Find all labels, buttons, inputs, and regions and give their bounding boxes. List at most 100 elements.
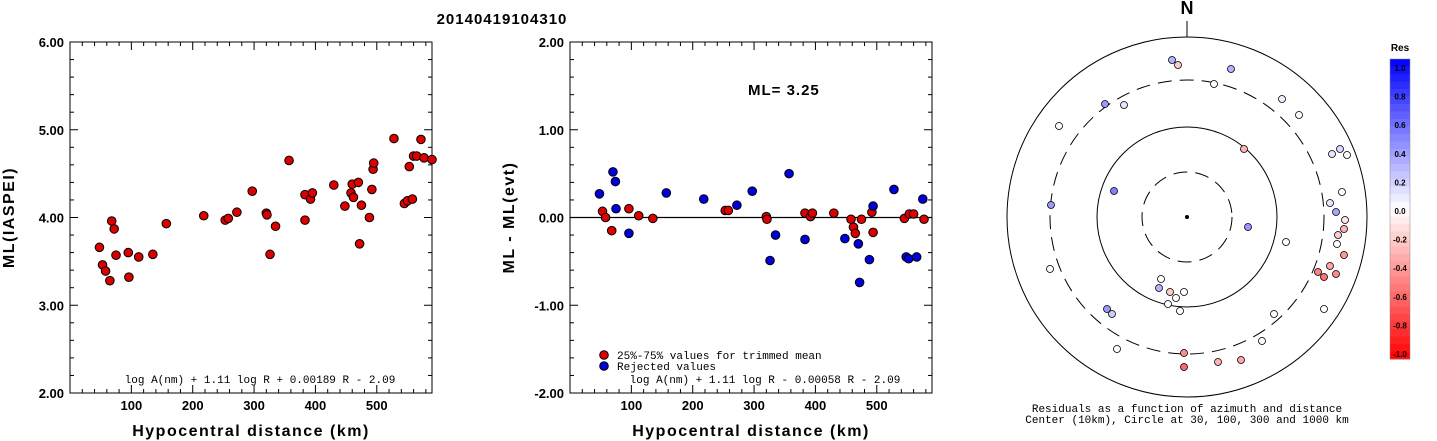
colorbar-segment — [1390, 104, 1410, 112]
station-point — [1340, 251, 1348, 259]
station-point — [1047, 201, 1055, 209]
station-point — [1120, 101, 1128, 109]
colorbar-tick-label: -0.8 — [1393, 321, 1407, 330]
colorbar-segment — [1390, 231, 1410, 240]
colorbar-segment — [1390, 276, 1410, 285]
rejected-point — [784, 168, 794, 179]
colorbar-segment — [1390, 291, 1410, 300]
y-tick-label: 4.00 — [39, 211, 64, 226]
colorbar-segment — [1390, 261, 1410, 270]
data-point — [100, 266, 111, 276]
colorbar-segment — [1390, 321, 1410, 330]
colorbar-segment — [1390, 306, 1410, 315]
station-point — [1214, 358, 1222, 366]
data-point — [416, 134, 426, 145]
colorbar-segment — [1390, 299, 1410, 307]
rejected-point — [594, 189, 605, 199]
data-point — [109, 224, 119, 234]
colorbar-segment — [1390, 89, 1410, 97]
x-tick-label: 100 — [621, 398, 643, 413]
y-tick-label: 2.00 — [539, 35, 564, 50]
y-tick-label: -1.00 — [534, 298, 564, 313]
data-point — [232, 207, 242, 218]
station-point — [1343, 151, 1351, 159]
data-point — [356, 200, 367, 211]
x-tick-label: 500 — [866, 398, 888, 413]
data-point — [105, 275, 115, 286]
epicenter-marker — [1185, 215, 1189, 219]
colorbar-tick-label: -0.6 — [1393, 293, 1407, 302]
station-point — [1326, 199, 1334, 207]
station-point — [1282, 238, 1290, 246]
station-point — [1320, 305, 1328, 313]
station-point — [1295, 111, 1303, 119]
colorbar-segment — [1390, 156, 1410, 165]
station-point — [1108, 310, 1116, 318]
station-point — [1166, 288, 1174, 296]
colorbar-segment — [1390, 344, 1410, 352]
data-point — [161, 218, 172, 229]
rejected-point — [868, 201, 878, 211]
rejected-point — [903, 253, 914, 264]
legend-label: 25%-75% values for trimmed mean — [617, 351, 822, 363]
station-point — [1168, 56, 1176, 64]
data-point — [133, 252, 144, 262]
data-point — [723, 205, 734, 216]
colorbar-segment — [1390, 111, 1410, 120]
colorbar-segment — [1390, 119, 1410, 127]
y-tick-label: -2.00 — [534, 386, 564, 401]
north-label: N — [1181, 0, 1194, 18]
y-axis-label: ML - ML(evt) — [501, 162, 518, 274]
data-point — [340, 201, 350, 211]
station-point — [1046, 265, 1054, 273]
data-point — [247, 186, 258, 196]
data-point — [307, 188, 318, 198]
distance-ring-100km — [1096, 126, 1278, 308]
data-point — [633, 210, 644, 221]
colorbar-segment — [1390, 246, 1410, 255]
caption-line-2: Center (10km), Circle at 30, 100, 300 an… — [1025, 415, 1349, 427]
colorbar-segment — [1390, 171, 1410, 180]
colorbar-tick-label: 0.6 — [1394, 121, 1406, 130]
colorbar-segment — [1390, 164, 1410, 172]
station-point — [1333, 240, 1341, 248]
ml-annotation: ML= 3.25 — [748, 82, 820, 99]
rejected-point — [765, 255, 775, 266]
rejected-point — [747, 186, 758, 196]
colorbar-segment — [1390, 254, 1410, 262]
colorbar-segment — [1390, 81, 1410, 90]
data-point — [868, 227, 878, 238]
data-point — [270, 221, 281, 232]
station-point — [1314, 268, 1322, 276]
colorbar-segment — [1390, 269, 1410, 277]
station-point — [1258, 337, 1266, 345]
y-tick-label: 3.00 — [39, 298, 64, 313]
station-point — [1110, 187, 1118, 195]
station-point — [1237, 356, 1245, 364]
x-tick-label: 200 — [682, 398, 704, 413]
colorbar-segment — [1390, 336, 1410, 345]
rejected-point — [624, 228, 634, 239]
rejected-point — [889, 184, 899, 195]
y-tick-label: 5.00 — [39, 123, 64, 138]
colorbar-segment — [1390, 351, 1410, 360]
colorbar-tick-label: 1.0 — [1394, 64, 1406, 73]
legend-marker — [599, 361, 609, 371]
colorbar-segment — [1390, 194, 1410, 202]
rejected-point — [911, 252, 922, 262]
station-point — [1340, 225, 1348, 233]
station-point — [1210, 80, 1218, 88]
x-tick-label: 100 — [121, 398, 143, 413]
station-point — [1101, 100, 1109, 108]
distance-ring-300km — [1049, 79, 1325, 355]
x-tick-label: 200 — [182, 398, 204, 413]
data-point — [419, 153, 429, 163]
data-point — [353, 177, 364, 188]
distance-ring-30km — [1141, 171, 1233, 263]
colorbar-tick-label: 0.8 — [1394, 93, 1406, 102]
rejected-point — [853, 239, 864, 249]
colorbar-tick-label: -0.4 — [1393, 264, 1407, 273]
figure-title: 20140419104310 — [437, 11, 568, 28]
y-axis-label: ML(IASPEI) — [1, 167, 18, 268]
